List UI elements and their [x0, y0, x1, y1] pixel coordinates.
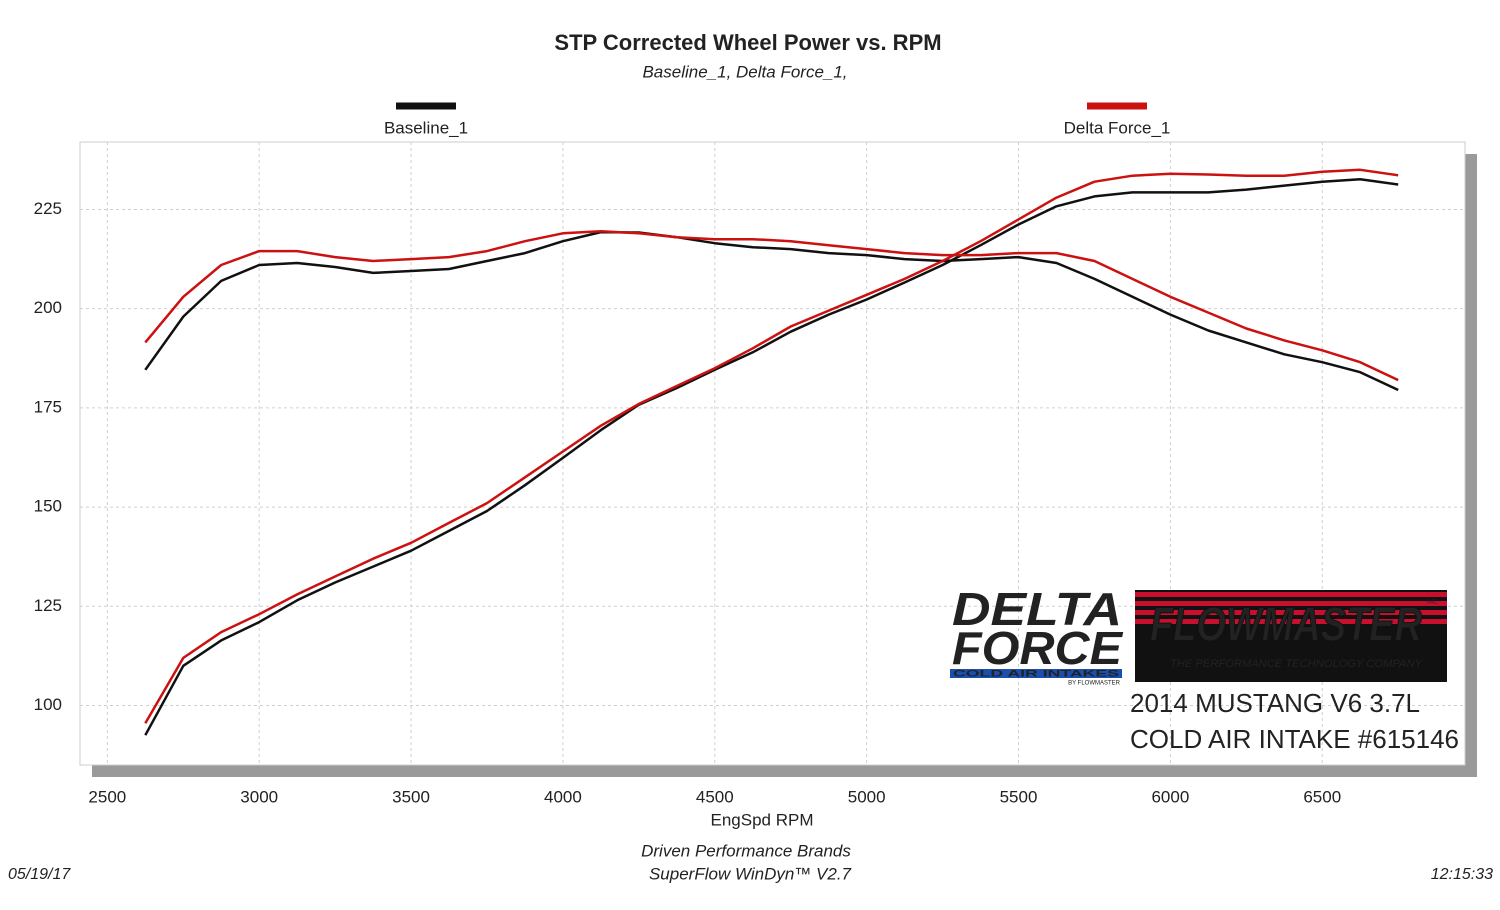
footer-software: SuperFlow WinDyn™ V2.7 [649, 864, 852, 883]
chart-title: STP Corrected Wheel Power vs. RPM [554, 30, 941, 55]
logo-tag: COLD AIR INTAKES [953, 668, 1119, 678]
legend-label: Baseline_1 [384, 118, 468, 137]
flowmaster-inc: INC. [1427, 600, 1439, 606]
x-tick-label: 3000 [240, 787, 278, 806]
series-line [144, 230, 1399, 382]
x-tick-label: 2500 [88, 787, 126, 806]
series-line [144, 168, 1399, 724]
flowmaster-tagline: THE PERFORMANCE TECHNOLOGY COMPANY [1170, 658, 1423, 670]
footer-date: 05/19/17 [8, 866, 71, 883]
logo-force-word: FORCE [952, 622, 1123, 674]
x-tick-label: 5000 [848, 787, 886, 806]
legend-label: Delta Force_1 [1064, 118, 1171, 137]
x-tick-label: 6000 [1151, 787, 1189, 806]
x-tick-label: 6500 [1303, 787, 1341, 806]
x-tick-label: 4500 [696, 787, 734, 806]
x-tick-label: 5500 [1000, 787, 1038, 806]
chart-subtitle: Baseline_1, Delta Force_1, [642, 62, 847, 81]
flowmaster-stripe [1135, 601, 1447, 606]
y-tick-label: 175 [34, 397, 62, 416]
footer-company: Driven Performance Brands [641, 841, 851, 860]
annotation: COLD AIR INTAKE #615146 [1130, 724, 1459, 754]
logo-delta-word: DELTA [952, 583, 1122, 635]
flowmaster-stripe [1135, 592, 1447, 597]
y-tick-label: 125 [34, 596, 62, 615]
flowmaster-stripe [1135, 610, 1447, 615]
annotation: 2014 MUSTANG V6 3.7L [1130, 688, 1420, 718]
footer-time: 12:15:33 [1431, 866, 1493, 883]
y-tick-label: 200 [34, 298, 62, 317]
y-tick-label: 150 [34, 497, 62, 516]
x-tick-label: 4000 [544, 787, 582, 806]
logo-tag-bg [950, 669, 1122, 678]
flowmaster-stripe [1135, 619, 1447, 624]
y-tick-label: 225 [34, 199, 62, 218]
flowmaster-name: FLOWMASTER [1150, 599, 1422, 652]
y-tick-label: 100 [34, 695, 62, 714]
logo-by: BY FLOWMASTER [1068, 681, 1121, 687]
series-line [144, 178, 1399, 736]
x-tick-label: 3500 [392, 787, 430, 806]
series-line [144, 230, 1399, 392]
x-axis-label: EngSpd RPM [711, 810, 814, 829]
